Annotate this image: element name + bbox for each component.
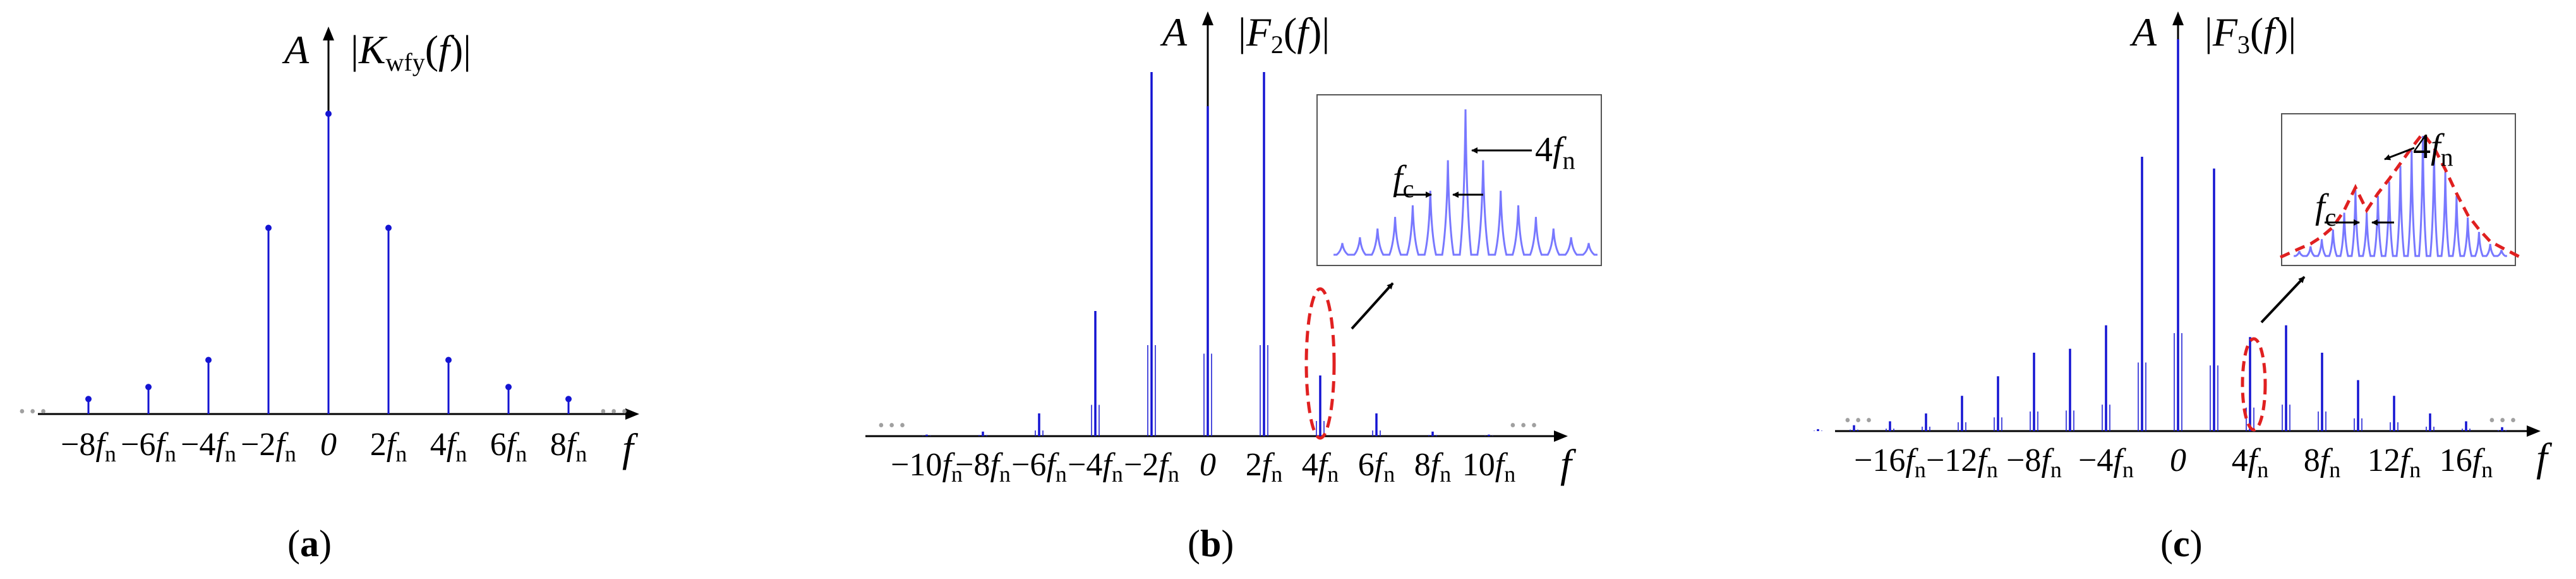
stems	[1814, 39, 2507, 431]
panel-b: • • • • • • −10fn−8fn −6fn −4fn −2fn 0 2fn 4fn…	[865, 9, 1602, 564]
tick-label: 12fn	[2368, 442, 2421, 482]
tick-label: −12fn	[1926, 442, 1998, 482]
inset-envelope	[2279, 130, 2522, 259]
tick-label: −6fn	[1011, 447, 1067, 487]
tick-label: 2fn	[1246, 447, 1282, 487]
tick-label: 4fn	[430, 427, 467, 466]
stem-marker-4	[445, 357, 452, 363]
ellipsis-left: • • •	[1845, 411, 1872, 430]
x-axis-label: f	[1560, 441, 1577, 486]
stem-marker--6	[145, 384, 152, 391]
tick-label: −8fn	[61, 427, 116, 466]
tick-label: 6fn	[490, 427, 527, 466]
y-axis-label: A	[2129, 9, 2157, 54]
tick-label: 0	[1200, 447, 1216, 483]
inset-zoom: fc 4fn	[2279, 113, 2522, 266]
y-axis-label: A	[282, 27, 310, 72]
tick-label: −4fn	[181, 427, 236, 466]
y-axis-label: A	[1160, 9, 1188, 54]
tick-label: −8fn	[2006, 442, 2062, 482]
stem-marker-2	[385, 224, 392, 231]
stem-marker--4	[205, 357, 212, 363]
tick-label: −2fn	[241, 427, 296, 466]
tick-label: −2fn	[1124, 447, 1179, 487]
stem-marker-8	[565, 396, 572, 403]
zoom-arrow	[1351, 282, 1394, 330]
tick-label: 10fn	[1462, 447, 1515, 487]
tick-label: −10fn	[891, 447, 963, 487]
tick-label: 2fn	[370, 427, 407, 466]
tick-label: 8fn	[1414, 447, 1451, 487]
tick-labels: −8fn −6fn −4fn −2fn 0 2fn 4fn 6fn 8fn	[61, 427, 587, 466]
ellipsis-left: • • •	[19, 402, 46, 422]
y-axis-arrow	[323, 27, 334, 40]
x-axis-arrow	[1554, 430, 1568, 442]
tick-label: −16fn	[1854, 442, 1926, 482]
ellipsis-right: • • •	[1510, 416, 1537, 436]
tick-label: −4fn	[1068, 447, 1123, 487]
inset-4fn-label: 4fn	[1535, 130, 1575, 174]
tick-labels: −16fn −12fn −8fn −4fn 0 4fn 8fn 12fn 16fn	[1854, 442, 2493, 482]
y-axis-arrow	[1202, 11, 1213, 25]
tick-label: −8fn	[955, 447, 1011, 487]
panel-a: • • • • • • −8fn −6fn −4fn −2fn 0 2fn 4fn 6fn 8f…	[19, 27, 639, 564]
x-axis-arrow	[2527, 425, 2541, 437]
ellipsis-left: • • •	[878, 416, 905, 436]
tick-label: 8fn	[550, 427, 587, 466]
inset-spectrum	[2294, 135, 2507, 257]
tick-labels: −10fn−8fn −6fn −4fn −2fn 0 2fn 4fn 6fn 8fn 10fn	[891, 447, 1515, 487]
y-axis-arrow	[2172, 11, 2184, 25]
panel-title: |F3(f)|	[2205, 9, 2296, 59]
x-axis-label: f	[2536, 435, 2553, 480]
sublabel-a: (a)	[287, 523, 332, 564]
tick-label: 0	[320, 427, 337, 463]
stems	[922, 72, 1493, 436]
stem-marker-6	[505, 384, 512, 391]
panel-title: |F2(f)|	[1238, 9, 1330, 59]
inset-spectrum	[1333, 109, 1598, 256]
sublabel-b: (b)	[1188, 523, 1234, 564]
zoom-arrow	[2260, 276, 2306, 324]
tick-label: 0	[2170, 442, 2186, 478]
tick-label: 16fn	[2440, 442, 2493, 482]
stem-marker-0	[325, 111, 332, 117]
x-axis-label: f	[622, 425, 639, 470]
panel-title: |Kwfy(f)|	[351, 27, 471, 76]
tick-label: −4fn	[2078, 442, 2134, 482]
highlight-ellipse	[1304, 287, 1336, 440]
highlight-ellipse	[2241, 337, 2267, 432]
ellipsis-right: • • •	[600, 402, 627, 422]
stem-marker--2	[265, 224, 272, 231]
stems	[85, 111, 572, 414]
tick-label: 4fn	[2232, 442, 2268, 482]
inset-zoom: fc 4fn	[1316, 94, 1602, 266]
stem-marker--8	[85, 396, 92, 403]
panel-c: • • • • • • −16fn −12fn −8fn −4fn 0 4fn 8fn 12f…	[1814, 9, 2553, 564]
tick-label: 8fn	[2304, 442, 2340, 482]
x-axis-arrow	[625, 408, 639, 420]
tick-label: 6fn	[1358, 447, 1395, 487]
inset-4fn-arrow	[2384, 147, 2415, 161]
tick-label: 4fn	[1302, 447, 1339, 487]
sublabel-c: (c)	[2160, 523, 2203, 564]
tick-label: −6fn	[121, 427, 176, 466]
